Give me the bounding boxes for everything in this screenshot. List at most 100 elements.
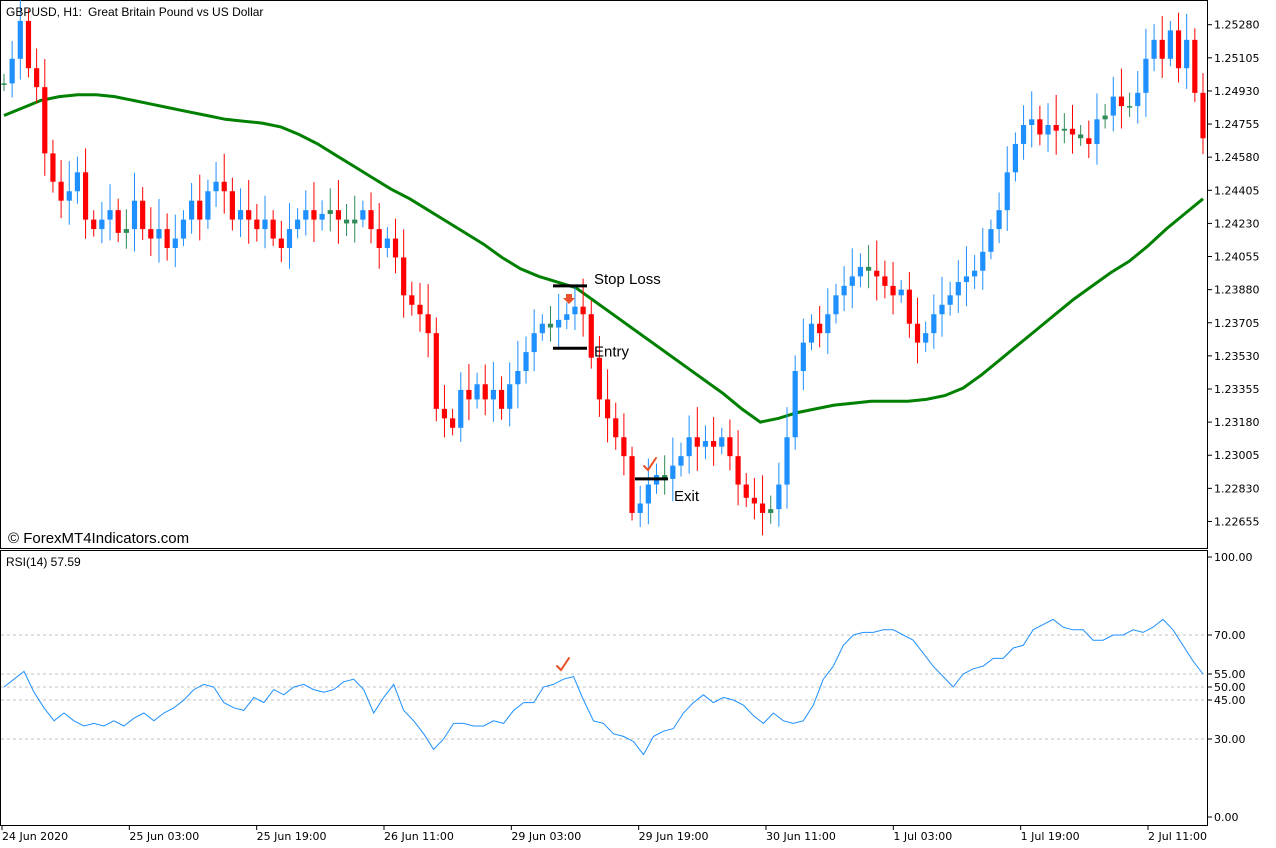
candle-body xyxy=(1126,106,1133,108)
candle-body xyxy=(311,210,317,220)
candle-body xyxy=(621,437,627,457)
candle-body xyxy=(507,384,513,409)
candle-body xyxy=(988,229,994,252)
candle-body xyxy=(1135,92,1141,107)
candle-body xyxy=(1086,138,1092,144)
candle-body xyxy=(482,384,488,400)
rsi-tick-label: 0.00 xyxy=(1214,811,1239,824)
candle-body xyxy=(670,465,676,479)
candle-body xyxy=(25,20,32,69)
candle-body xyxy=(376,229,382,249)
rsi-panel-frame xyxy=(0,550,1208,826)
candle-body xyxy=(539,323,545,334)
candle-body xyxy=(1175,30,1182,69)
candle-body xyxy=(1061,128,1067,131)
candle-body xyxy=(156,229,162,239)
rsi-tick-label: 30.00 xyxy=(1214,733,1246,746)
candle-body xyxy=(833,295,839,315)
time-tick-label: 2 Jul 11:00 xyxy=(1148,830,1207,843)
time-tick-label: 25 Jun 03:00 xyxy=(129,830,199,843)
candle-body xyxy=(800,342,806,372)
candle-body xyxy=(1110,96,1116,116)
candle-body xyxy=(197,200,203,220)
candle-body xyxy=(759,503,766,513)
price-tick-label: 1.24755 xyxy=(1214,118,1260,131)
candle-body xyxy=(890,285,896,296)
exit-label: Exit xyxy=(674,488,700,505)
candle-body xyxy=(808,323,815,343)
candle-body xyxy=(360,210,366,220)
candle-body xyxy=(1029,119,1035,126)
candle-body xyxy=(417,304,423,315)
time-tick-label: 1 Jul 03:00 xyxy=(893,830,952,843)
rsi-tick-label: 100.00 xyxy=(1214,551,1253,564)
chart-description: Great Britain Pound vs US Dollar xyxy=(88,5,263,19)
candle-body xyxy=(1118,96,1125,107)
candle-body xyxy=(792,371,798,438)
candle-body xyxy=(237,210,244,220)
candle-body xyxy=(547,323,554,328)
candle-body xyxy=(107,210,113,220)
candle-body xyxy=(556,319,562,328)
time-tick-label: 29 Jun 19:00 xyxy=(639,830,709,843)
candle-body xyxy=(50,153,56,182)
time-tick-label: 1 Jul 19:00 xyxy=(1021,830,1080,843)
candle-body xyxy=(368,210,374,230)
candle-body xyxy=(1143,58,1149,93)
candle-body xyxy=(384,238,390,249)
time-tick-label: 26 Jun 11:00 xyxy=(384,830,454,843)
rsi-line xyxy=(3,618,1204,756)
price-panel-frame xyxy=(0,0,1208,549)
price-tick-label: 1.24230 xyxy=(1214,217,1260,230)
candle-body xyxy=(115,210,121,233)
price-tick-label: 1.23880 xyxy=(1214,284,1260,297)
rsi-tick-label: 55.00 xyxy=(1214,668,1246,681)
candle-body xyxy=(1069,128,1076,135)
candle-body xyxy=(1004,172,1010,211)
candle-body xyxy=(898,289,904,296)
candle-body xyxy=(9,58,15,84)
candle-body xyxy=(694,437,700,447)
stop-loss-label: Stop Loss xyxy=(594,271,661,288)
candle-body xyxy=(229,191,235,220)
candle-body xyxy=(205,191,211,220)
candle-body xyxy=(91,219,97,230)
candle-body xyxy=(278,238,284,249)
candle-body xyxy=(604,399,611,419)
candle-body xyxy=(17,20,23,59)
candle-body xyxy=(1102,115,1108,120)
candle-body xyxy=(140,200,146,230)
moving-average xyxy=(3,93,1204,424)
candle-body xyxy=(172,238,178,249)
candle-body xyxy=(392,238,399,258)
rsi-tick-label: 45.00 xyxy=(1214,694,1246,707)
candle-body xyxy=(221,181,227,192)
watermark: © ForexMT4Indicators.com xyxy=(8,530,189,547)
candle-body xyxy=(254,219,260,230)
price-axis: 1.25280 1.25105 1.24930 1.24755 1.24580 1.244… xyxy=(1207,19,1260,528)
time-tick-label: 29 Jun 03:00 xyxy=(511,830,581,843)
rsi-tick-label: 50.00 xyxy=(1214,681,1246,694)
rsi-series xyxy=(3,618,1204,756)
candle-body xyxy=(874,270,880,277)
candle-body xyxy=(596,357,603,400)
ma-line xyxy=(3,93,1204,424)
trade-annotations: Stop Loss Entry Exit xyxy=(553,271,700,672)
candle-body xyxy=(865,266,872,271)
price-tick-label: 1.23530 xyxy=(1214,350,1260,363)
candle-body xyxy=(572,306,578,315)
candle-body xyxy=(914,323,921,343)
candle-body xyxy=(531,333,537,353)
entry-label: Entry xyxy=(594,343,630,360)
candle-body xyxy=(466,389,472,400)
price-tick-label: 1.23005 xyxy=(1214,449,1260,462)
candle-body xyxy=(1151,39,1157,59)
candle-body xyxy=(343,219,350,224)
candle-body xyxy=(270,219,276,239)
candle-body xyxy=(588,314,594,358)
candle-body xyxy=(1045,125,1051,135)
price-tick-label: 1.24405 xyxy=(1214,184,1260,197)
candle-body xyxy=(751,497,757,504)
